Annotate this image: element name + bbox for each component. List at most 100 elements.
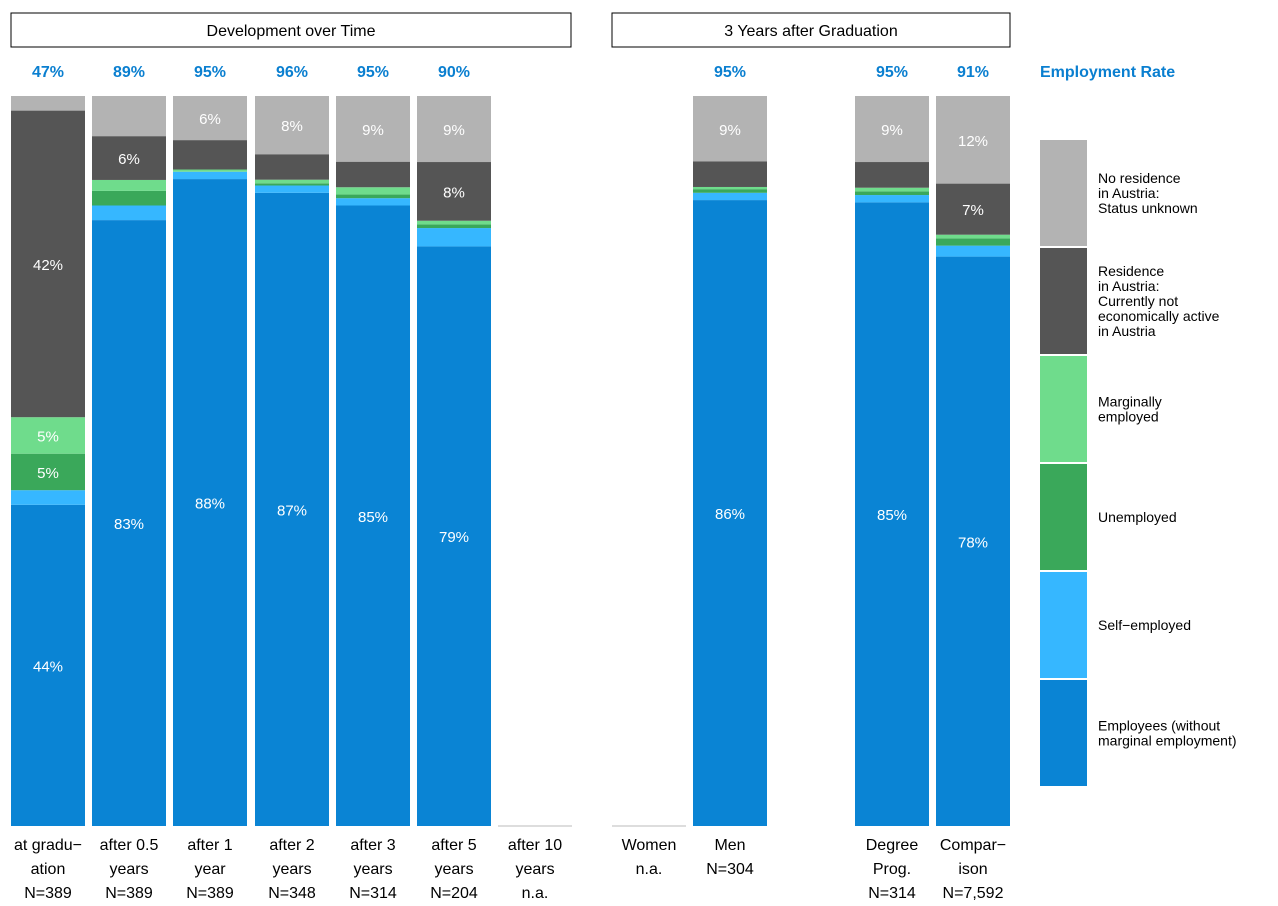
bar-segment <box>855 202 929 827</box>
segment-value-label: 78% <box>958 534 988 551</box>
bar-segment <box>255 96 329 155</box>
bar-segment <box>11 417 85 454</box>
category-label: years <box>109 861 148 878</box>
bar-segment <box>255 183 329 186</box>
legend-label: Currently not <box>1098 293 1178 309</box>
legend-swatch <box>1040 356 1087 462</box>
panel-header-development-box <box>10 12 572 48</box>
category-label: n.a. <box>636 861 663 878</box>
category-label: year <box>194 861 226 878</box>
category-label: years <box>434 861 473 878</box>
bar-segment <box>92 220 166 827</box>
bar-segment <box>173 96 247 141</box>
employment-rate-label: 95% <box>714 64 746 81</box>
legend-label: Residence <box>1098 263 1164 279</box>
bar-segment <box>417 96 491 163</box>
category-label: after 0.5 <box>100 837 159 854</box>
legend-label: No residence <box>1098 170 1181 186</box>
bar-segment <box>11 504 85 826</box>
segment-value-label: 88% <box>195 496 225 513</box>
category-label: N=389 <box>105 885 153 902</box>
bar-segment <box>255 192 329 826</box>
category-label: N=314 <box>868 885 916 902</box>
bar-segment <box>693 200 767 827</box>
category-label: Compar− <box>940 837 1006 854</box>
panel-header-3years-box <box>611 12 1011 48</box>
employment-rate-label: 47% <box>32 64 64 81</box>
employment-rate-label: 95% <box>194 64 226 81</box>
bar-segment <box>417 224 491 229</box>
legend-label: Employees (without <box>1098 718 1220 734</box>
segment-value-label: 9% <box>443 122 465 139</box>
category-label: N=314 <box>349 885 397 902</box>
category-label: years <box>272 861 311 878</box>
bar-segment <box>255 154 329 180</box>
employment-rate-label: 89% <box>113 64 145 81</box>
category-label: years <box>515 861 554 878</box>
category-label: N=7,592 <box>943 885 1004 902</box>
bar-segment <box>693 161 767 187</box>
category-label: after 5 <box>431 837 476 854</box>
bar-segment <box>936 183 1010 235</box>
legend-label: marginal employment) <box>1098 733 1237 749</box>
bar-segment <box>92 205 166 221</box>
segment-value-label: 5% <box>37 465 59 482</box>
bar-segment <box>255 179 329 184</box>
bar-segment <box>336 187 410 195</box>
bars-group: 47% 44% 5% 5% 42% at gradu− ation N=389 89% 83% 6%… <box>11 64 1010 902</box>
category-label: ison <box>958 861 987 878</box>
segment-value-label: 9% <box>362 122 384 139</box>
category-label: years <box>353 861 392 878</box>
bar-segment <box>336 205 410 826</box>
segment-value-label: 5% <box>37 428 59 445</box>
category-label: after 2 <box>269 837 314 854</box>
legend-swatch <box>1040 572 1087 678</box>
segment-value-label: 8% <box>443 184 465 201</box>
category-label: Men <box>714 837 745 854</box>
bar-segment <box>336 161 410 188</box>
bar-segment <box>173 140 247 170</box>
bar-segment <box>173 171 247 180</box>
bar-segment <box>92 179 166 191</box>
bar-segment <box>936 96 1010 184</box>
segment-value-label: 8% <box>281 118 303 135</box>
bar-segment <box>855 187 929 192</box>
category-label: n.a. <box>522 885 549 902</box>
legend-swatch <box>1040 140 1087 246</box>
bar-segment <box>693 189 767 193</box>
segment-value-label: 42% <box>33 257 63 274</box>
bar-segment <box>855 195 929 203</box>
bar-segment <box>92 96 166 137</box>
legend-swatch <box>1040 680 1087 786</box>
segment-value-label: 86% <box>715 506 745 523</box>
legend-label: employed <box>1098 409 1159 425</box>
category-label: Women <box>622 837 677 854</box>
segment-value-label: 87% <box>277 502 307 519</box>
segment-value-label: 79% <box>439 529 469 546</box>
category-label: at gradu− <box>14 837 82 854</box>
legend-label: Marginally <box>1098 394 1162 410</box>
legend-swatch <box>1040 464 1087 570</box>
bar-segment <box>936 245 1010 257</box>
bar-segment <box>693 96 767 162</box>
category-label: N=389 <box>24 885 72 902</box>
segment-value-label: 9% <box>881 122 903 139</box>
category-label: N=348 <box>268 885 316 902</box>
bar-segment <box>11 453 85 491</box>
segment-value-label: 85% <box>358 509 388 526</box>
segment-value-label: 6% <box>199 111 221 128</box>
legend-swatch <box>1040 248 1087 354</box>
bar-segment <box>173 179 247 826</box>
employment-rate-label: 90% <box>438 64 470 81</box>
panel-header-3years: 3 Years after Graduation <box>724 23 897 40</box>
legend-label: in Austria <box>1098 323 1156 339</box>
bar-segment <box>92 136 166 180</box>
category-label: Prog. <box>873 861 911 878</box>
segment-value-label: 7% <box>962 202 984 219</box>
category-label: Degree <box>866 837 919 854</box>
bar-segment <box>855 162 929 188</box>
segment-value-label: 44% <box>33 658 63 675</box>
bar-segment <box>11 96 85 111</box>
